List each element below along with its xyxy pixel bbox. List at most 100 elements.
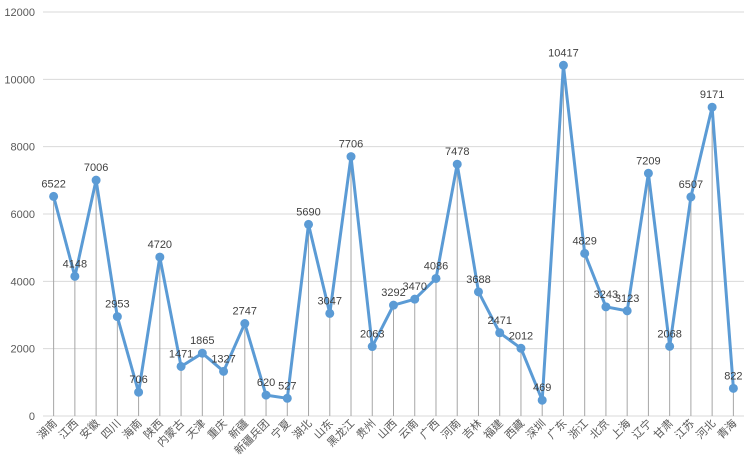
data-point <box>261 390 271 400</box>
data-label: 3292 <box>381 287 405 299</box>
data-point <box>580 248 590 258</box>
data-label: 3688 <box>466 274 490 286</box>
x-tick-label: 四川 <box>99 417 124 442</box>
x-tick-label: 安徽 <box>77 416 102 441</box>
y-axis: 0 2000 4000 6000 8000 10000 12000 <box>4 7 35 423</box>
data-point <box>431 273 441 283</box>
data-label: 1471 <box>169 348 193 360</box>
x-tick-label: 山西 <box>375 417 400 442</box>
x-tick-label: 海南 <box>119 416 144 441</box>
data-point <box>91 175 101 185</box>
data-point <box>346 152 356 162</box>
data-point <box>622 306 632 316</box>
data-label: 2953 <box>105 299 129 311</box>
data-point <box>601 302 611 312</box>
data-point <box>134 387 144 397</box>
x-axis: 湖南江西安徽四川海南陕西内蒙古天津重庆新疆新疆兵团宁夏湖北山东黑龙江贵州山西云南… <box>35 416 740 457</box>
data-label: 3047 <box>318 295 342 307</box>
data-point <box>452 159 462 169</box>
data-label: 10417 <box>548 47 579 59</box>
data-label: 1865 <box>190 335 214 347</box>
data-label: 7706 <box>339 139 363 151</box>
data-point <box>643 168 653 178</box>
data-label: 5690 <box>296 206 320 218</box>
data-label: 469 <box>533 382 551 394</box>
x-tick-label: 贵州 <box>354 417 379 442</box>
data-label: 2063 <box>360 329 384 341</box>
data-label: 4720 <box>148 239 172 251</box>
x-tick-label: 江西 <box>56 417 81 442</box>
x-tick-label: 上海 <box>608 416 633 441</box>
y-tick-label: 10000 <box>4 74 35 86</box>
y-tick-label: 6000 <box>11 209 35 221</box>
data-label: 4829 <box>572 235 596 247</box>
data-point <box>707 102 717 112</box>
data-point <box>49 191 59 201</box>
data-label: 4086 <box>424 260 448 272</box>
data-label: 2747 <box>233 306 257 318</box>
data-point <box>495 328 505 338</box>
data-point <box>240 319 250 329</box>
data-label: 7478 <box>445 146 469 158</box>
data-label: 3470 <box>403 281 427 293</box>
data-label: 706 <box>129 374 147 386</box>
data-label: 527 <box>278 380 296 392</box>
x-tick-label: 深圳 <box>524 417 549 442</box>
data-label: 7209 <box>636 155 660 167</box>
drop-lines <box>53 65 734 416</box>
x-tick-label: 北京 <box>587 416 612 441</box>
data-label: 2471 <box>487 315 511 327</box>
data-point <box>728 383 738 393</box>
data-label: 9171 <box>700 89 724 101</box>
data-label: 3243 <box>594 289 618 301</box>
x-tick-label: 云南 <box>396 417 421 442</box>
x-tick-label: 河北 <box>694 417 719 442</box>
x-tick-label: 河南 <box>439 417 464 442</box>
x-tick-label: 青海 <box>714 416 739 441</box>
data-point <box>410 294 420 304</box>
x-tick-label: 重庆 <box>204 416 229 441</box>
data-label: 6522 <box>41 178 65 190</box>
data-point <box>537 395 547 405</box>
data-label: 822 <box>724 370 742 382</box>
data-label: 2068 <box>657 328 681 340</box>
y-tick-label: 8000 <box>11 142 35 154</box>
data-point <box>516 343 526 353</box>
x-tick-label: 浙江 <box>566 417 591 442</box>
data-point <box>112 312 122 322</box>
data-label: 1327 <box>211 353 235 365</box>
x-tick-label: 辽宁 <box>629 416 654 441</box>
data-point <box>176 361 186 371</box>
data-point <box>197 348 207 358</box>
data-label: 7006 <box>84 162 108 174</box>
data-point <box>389 300 398 310</box>
data-label: 6507 <box>679 179 703 191</box>
data-point <box>367 342 377 352</box>
y-tick-label: 2000 <box>11 344 35 356</box>
data-label: 2012 <box>509 330 533 342</box>
x-tick-label: 湖北 <box>290 417 315 442</box>
y-tick-label: 0 <box>29 411 35 423</box>
y-tick-label: 12000 <box>4 7 35 19</box>
data-point <box>665 341 675 351</box>
plot-area <box>49 60 738 405</box>
x-tick-label: 吉林 <box>459 416 484 441</box>
x-tick-label: 湖南 <box>35 417 60 442</box>
x-tick-label: 广东 <box>545 417 570 442</box>
data-point <box>219 366 229 376</box>
data-point <box>282 393 292 403</box>
data-point <box>155 252 165 262</box>
data-point <box>70 271 80 281</box>
data-point <box>473 287 483 297</box>
x-tick-label: 宁夏 <box>268 416 293 441</box>
data-point <box>304 219 314 229</box>
y-tick-label: 4000 <box>11 276 35 288</box>
x-tick-label: 甘肃 <box>651 417 676 442</box>
data-label: 620 <box>257 377 275 389</box>
x-tick-label: 江苏 <box>672 417 697 442</box>
data-point <box>558 60 568 70</box>
x-tick-label: 西藏 <box>502 417 527 442</box>
